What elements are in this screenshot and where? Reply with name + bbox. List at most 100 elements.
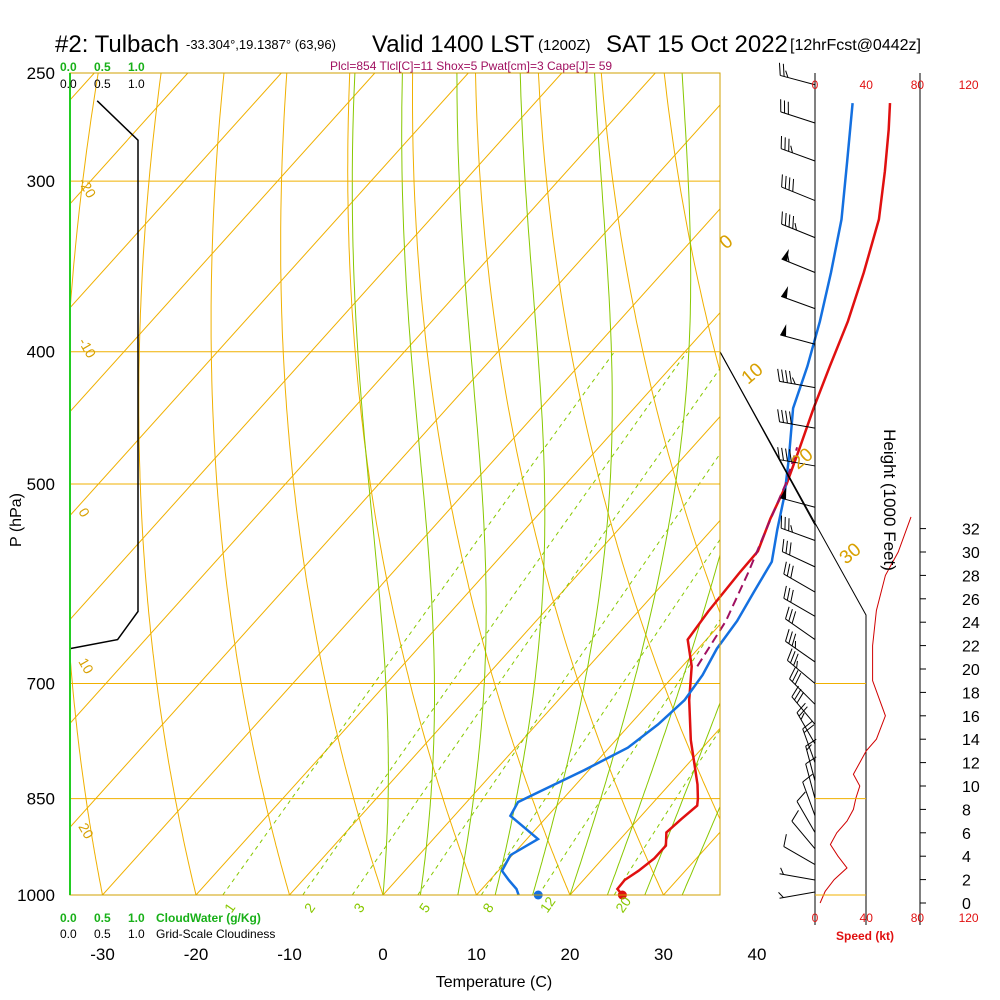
wind-barb <box>780 487 816 508</box>
wind-barb-feather <box>789 542 792 556</box>
wind-barb-staff <box>783 846 816 866</box>
wind-barb-flag <box>780 324 787 337</box>
wind-barb <box>805 738 817 782</box>
wind-barb-feather <box>796 660 798 669</box>
wind-barb <box>780 324 816 345</box>
cloud-top-black-1: 0.5 <box>94 77 111 91</box>
wind-barb-staff <box>805 746 816 782</box>
wind-barb <box>780 99 816 124</box>
wind-barb-feather <box>780 867 784 875</box>
wind-barb <box>778 891 816 899</box>
wind-barb-feather <box>790 525 793 533</box>
wind-barb-staff <box>781 148 816 162</box>
height-tick-label: 24 <box>962 615 980 632</box>
speed-tick-top: 40 <box>860 78 874 92</box>
wind-barb-flag <box>780 487 787 500</box>
wind-barb-feather <box>794 222 797 231</box>
wind-barb <box>802 773 816 816</box>
wind-barb-feather <box>790 589 794 603</box>
x-axis-title: Temperature (C) <box>436 974 552 991</box>
wind-barb-feather <box>791 670 799 682</box>
wind-barb-feather <box>805 756 817 765</box>
moist-adiabat-line <box>456 73 487 895</box>
wind-barb <box>796 702 816 745</box>
wind-barb-staff <box>783 573 816 593</box>
wind-barb-feather <box>783 585 787 599</box>
wind-barb <box>781 211 816 239</box>
wind-barb-feather <box>798 706 808 717</box>
grid-layer <box>70 61 1000 895</box>
wind-barb-feather <box>786 563 791 577</box>
mixing-ratio-label: 8 <box>479 900 497 916</box>
height-tick-label: 14 <box>962 732 980 749</box>
dry-adiabat-label: 20 <box>75 820 97 842</box>
wind-barb-staff <box>787 659 816 684</box>
dry-adiabat-line <box>280 73 384 895</box>
wind-barb-feather <box>790 650 796 664</box>
wind-barb <box>805 756 817 799</box>
moist-adiabat-line <box>681 805 720 895</box>
wind-barb <box>783 585 816 617</box>
wind-barb-feather <box>790 565 794 579</box>
speed-tick-bottom: 0 <box>812 911 819 925</box>
mixing-ratio-label: 2 <box>301 900 319 916</box>
pressure-tick-label: 300 <box>27 172 55 191</box>
isotherm-line <box>70 73 376 413</box>
dry-adiabat-line <box>913 61 1000 895</box>
moist-adiabat-label: 30 <box>836 539 866 569</box>
wind-barb <box>783 834 816 866</box>
cloudwater-label: CloudWater (g/Kg) <box>156 911 261 925</box>
isotherm-line <box>382 519 720 895</box>
wind-barb-staff <box>805 763 816 799</box>
wind-barb-feather <box>785 370 788 383</box>
wind-barb <box>789 667 816 705</box>
moist-adiabat-line <box>644 701 720 895</box>
wind-barb <box>785 629 816 663</box>
wind-barb-staff <box>781 527 816 541</box>
wind-barb-feather <box>791 810 799 822</box>
moist-adiabat-label: 0 <box>716 231 738 254</box>
title-valid: Valid 1400 LST <box>372 31 535 58</box>
wind-barb-feather <box>781 211 783 225</box>
temperature-tick-label: 40 <box>748 945 767 964</box>
wind-barb-feather <box>777 368 781 382</box>
cloud-bottom-black-0: 0.0 <box>60 927 77 941</box>
wind-barb <box>777 409 816 429</box>
height-tick-label: 28 <box>962 568 980 585</box>
wind-barb-staff <box>802 728 816 763</box>
wind-barb-feather <box>777 447 781 460</box>
speed-tick-top: 80 <box>911 78 925 92</box>
speed-tick-bottom: 40 <box>860 911 874 925</box>
wind-barb-feather <box>791 685 799 698</box>
params-line: Plcl=854 Tlcl[C]=11 Shox=5 Pwat[cm]=3 Ca… <box>330 59 612 73</box>
pressure-tick-label: 850 <box>27 790 55 809</box>
wind-barb-feather <box>785 448 788 462</box>
cloud-bottom-green-0: 0.0 <box>60 911 77 925</box>
wind-barb <box>781 539 816 568</box>
mixing-ratio-line <box>302 351 688 895</box>
dry-adiabat-line <box>726 61 1000 895</box>
wind-barb-staff <box>802 781 816 816</box>
temperature-tick-label: 20 <box>561 945 580 964</box>
wind-barb-feather <box>794 672 802 685</box>
title-coords: -33.304°,19.1387° (63,96) <box>186 37 336 52</box>
wind-barb-feather <box>785 629 790 642</box>
wind-barb-staff <box>779 459 816 467</box>
height-tick-label: 12 <box>962 756 980 773</box>
wind-barb <box>781 249 816 273</box>
moist-adiabat-line <box>606 553 720 895</box>
wind-barb-feather <box>802 720 813 730</box>
wind-barb-staff <box>780 74 816 86</box>
wind-barb-feather <box>788 214 791 228</box>
dry-adiabat-line <box>474 73 664 895</box>
height-tick-label: 32 <box>962 522 980 539</box>
isotherm-line <box>476 623 720 895</box>
wind-barb-feather <box>784 212 787 226</box>
wind-barb-feather <box>806 744 812 751</box>
wind-barb-feather <box>777 409 781 422</box>
dry-adiabat-line <box>138 73 197 895</box>
title-forecast: [12hrFcst@0442z] <box>790 37 921 54</box>
wind-barb-staff <box>779 891 816 899</box>
cloud-bottom-green-1: 0.5 <box>94 911 111 925</box>
